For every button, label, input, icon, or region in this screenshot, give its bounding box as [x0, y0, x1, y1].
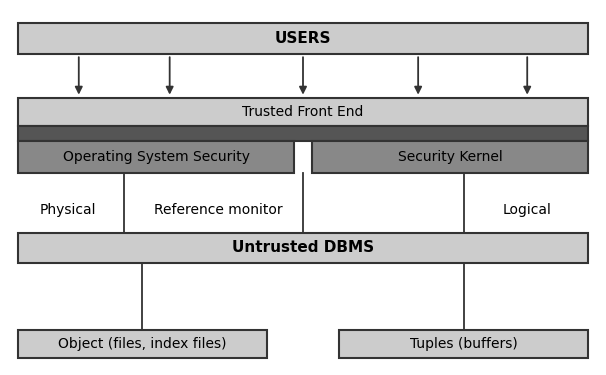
- Text: Tuples (buffers): Tuples (buffers): [410, 337, 518, 351]
- Bar: [18, 232, 588, 262]
- Bar: [18, 141, 294, 172]
- Bar: [18, 22, 588, 54]
- Text: Trusted Front End: Trusted Front End: [242, 105, 364, 118]
- Bar: [18, 126, 588, 141]
- Bar: [339, 330, 588, 358]
- Text: Reference monitor: Reference monitor: [154, 203, 282, 217]
- Text: Security Kernel: Security Kernel: [398, 150, 502, 164]
- Text: Physical: Physical: [39, 203, 96, 217]
- Bar: [312, 141, 588, 172]
- Bar: [18, 98, 588, 126]
- Text: Logical: Logical: [503, 203, 552, 217]
- Bar: [18, 330, 267, 358]
- Text: Untrusted DBMS: Untrusted DBMS: [232, 240, 374, 255]
- Text: USERS: USERS: [275, 31, 331, 46]
- Text: Operating System Security: Operating System Security: [62, 150, 250, 164]
- Text: Object (files, index files): Object (files, index files): [58, 337, 227, 351]
